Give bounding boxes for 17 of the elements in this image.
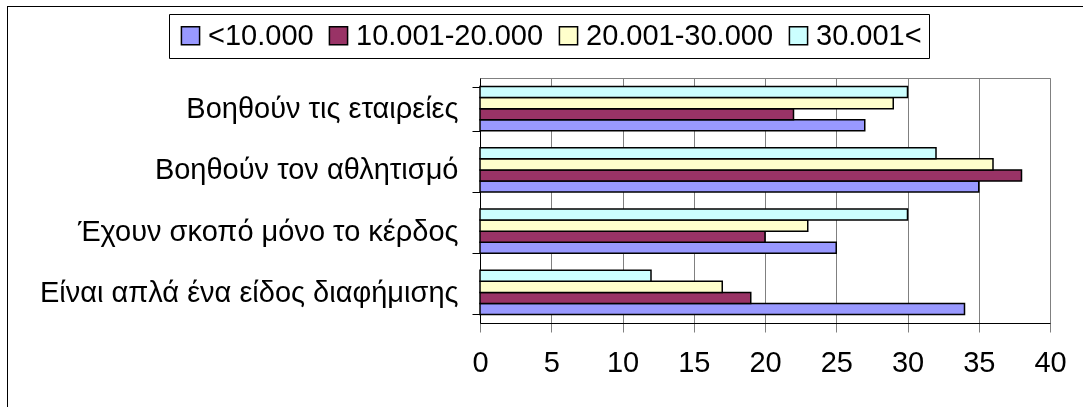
y-tick-label: Βοηθούν τον αθλητισμό — [154, 153, 459, 186]
x-tick-label: 40 — [1034, 345, 1067, 378]
y-tick-label: Έχουν σκοπό μόνο το κέρδος — [76, 214, 459, 247]
legend-label: 30.001< — [816, 18, 922, 51]
x-tick-label: 30 — [891, 345, 925, 378]
legend-label: 10.001-20.000 — [356, 18, 544, 51]
x-tick-label: 15 — [678, 345, 711, 378]
x-tick-label: 10 — [606, 345, 640, 378]
legend-label: 20.001-30.000 — [586, 18, 774, 51]
y-tick-label: Βοηθούν τις εταιρείες — [186, 92, 459, 125]
x-tick-label: 25 — [820, 345, 853, 378]
x-tick-label: 0 — [472, 345, 489, 378]
legend-label: <10.000 — [208, 18, 314, 51]
x-tick-label: 35 — [963, 345, 996, 378]
y-tick-label: Είναι απλά ένα είδος διαφήμισης — [39, 275, 459, 308]
x-tick-label: 20 — [749, 345, 782, 378]
x-tick-label: 5 — [543, 345, 560, 378]
